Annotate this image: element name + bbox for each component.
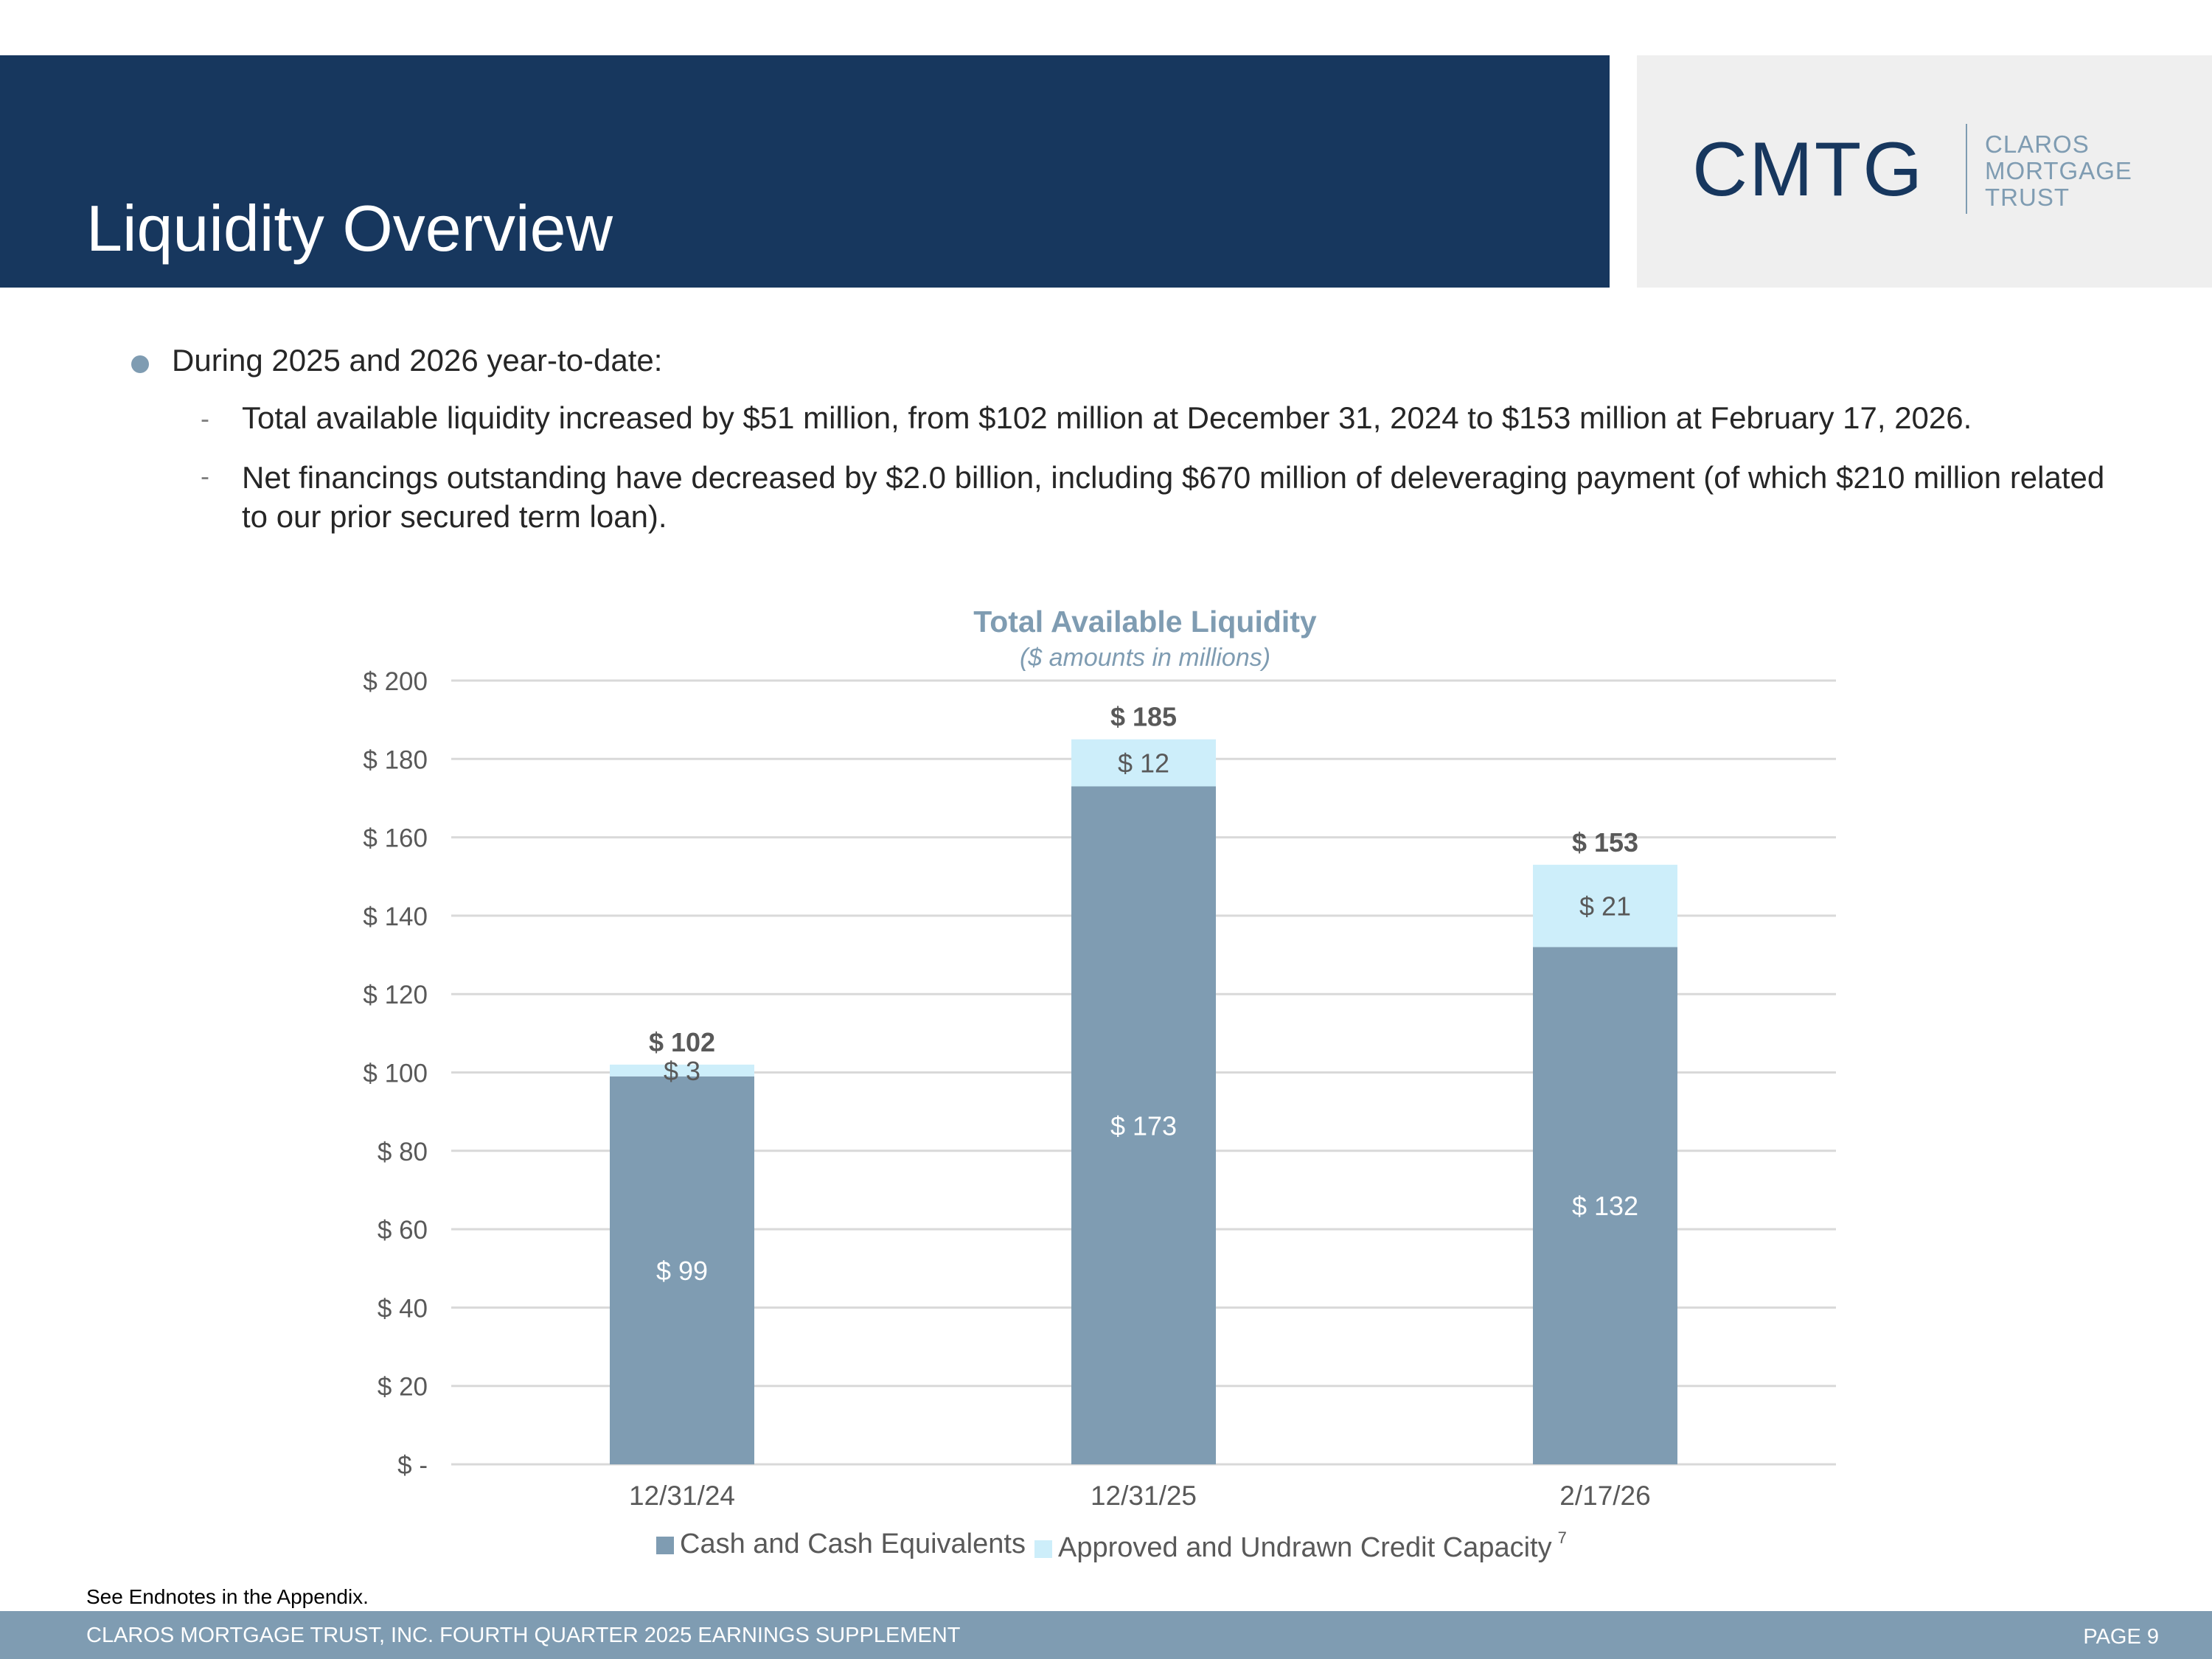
chart-legend: Cash and Cash Equivalents Approved and U… <box>0 1528 2212 1573</box>
page-title: Liquidity Overview <box>86 192 613 265</box>
legend-item-cash: Cash and Cash Equivalents <box>656 1528 1026 1560</box>
legend-endnote-superscript: 7 <box>1557 1528 1567 1547</box>
y-tick-label: $ 80 <box>378 1138 428 1166</box>
chart-subtitle: ($ amounts in millions) <box>1020 644 1270 672</box>
y-tick-label: $ 100 <box>363 1060 428 1088</box>
logo-divider <box>1966 124 1967 214</box>
company-logo-mark: CMTG <box>1692 127 1924 212</box>
y-tick-label: $ 140 <box>363 902 428 931</box>
x-tick-label: 2/17/26 <box>1559 1481 1650 1511</box>
bar-label-cash: $ 99 <box>656 1256 708 1286</box>
sub-bullet-financings: Net financings outstanding have decrease… <box>242 460 2105 534</box>
bar-label-credit: $ 12 <box>1118 748 1169 779</box>
bar-credit <box>1071 739 1216 787</box>
legend-label-cash: Cash and Cash Equivalents <box>680 1528 1026 1559</box>
x-tick-label: 12/31/25 <box>1091 1481 1197 1511</box>
bar-cash <box>610 1076 754 1464</box>
bar-total-label: $ 153 <box>1572 827 1638 858</box>
legend-label-credit: Approved and Undrawn Credit Capacity <box>1058 1532 1552 1563</box>
liquidity-chart: Total Available Liquidity ($ amounts in m… <box>363 605 1836 1511</box>
logo-word: MORTGAGE <box>1985 157 2132 184</box>
x-tick-label: 12/31/24 <box>629 1481 735 1511</box>
bar-credit <box>610 1064 754 1077</box>
legend-swatch-credit <box>1034 1540 1052 1558</box>
title-band <box>0 55 1610 288</box>
page-number: PAGE 9 <box>2083 1625 2159 1649</box>
sub-bullet-liquidity: Total available liquidity increased by $… <box>242 400 1972 435</box>
legend-swatch-cash <box>656 1537 674 1554</box>
y-tick-label: $ - <box>397 1451 428 1480</box>
bar-cash <box>1071 786 1216 1464</box>
footer-bar: CLAROS MORTGAGE TRUST, INC. FOURTH QUART… <box>0 1611 2212 1659</box>
bar-total-label: $ 185 <box>1110 702 1177 732</box>
bullet-main: During 2025 and 2026 year-to-date: <box>172 343 663 378</box>
logo-box <box>1637 55 2212 288</box>
y-tick-label: $ 200 <box>363 667 428 696</box>
y-tick-label: $ 20 <box>378 1373 428 1402</box>
bar-credit <box>1533 864 1677 947</box>
endnote: See Endnotes in the Appendix. <box>86 1585 369 1608</box>
sub-bullet-dash: - <box>201 461 209 491</box>
bullet-dot-icon <box>131 355 149 373</box>
y-tick-label: $ 40 <box>378 1294 428 1323</box>
footer-text: CLAROS MORTGAGE TRUST, INC. FOURTH QUART… <box>86 1624 961 1647</box>
legend-item-credit: Approved and Undrawn Credit Capacity 7 <box>1034 1528 1567 1564</box>
bar-label-credit: $ 3 <box>664 1056 700 1086</box>
logo-word: CLAROS <box>1985 131 2090 158</box>
y-tick-label: $ 120 <box>363 981 428 1009</box>
chart-title: Total Available Liquidity <box>973 605 1317 639</box>
bar-label-cash: $ 132 <box>1572 1191 1638 1221</box>
bar-label-cash: $ 173 <box>1110 1110 1177 1141</box>
y-tick-label: $ 60 <box>378 1216 428 1245</box>
sub-bullet-dash: - <box>201 403 209 434</box>
company-logo-words: CLAROS MORTGAGE TRUST <box>1985 131 2132 211</box>
y-tick-label: $ 160 <box>363 824 428 853</box>
bar-label-credit: $ 21 <box>1579 891 1631 922</box>
bar-cash <box>1533 947 1677 1464</box>
bar-total-label: $ 102 <box>649 1027 715 1057</box>
logo-word: TRUST <box>1985 184 2070 211</box>
y-tick-label: $ 180 <box>363 745 428 774</box>
